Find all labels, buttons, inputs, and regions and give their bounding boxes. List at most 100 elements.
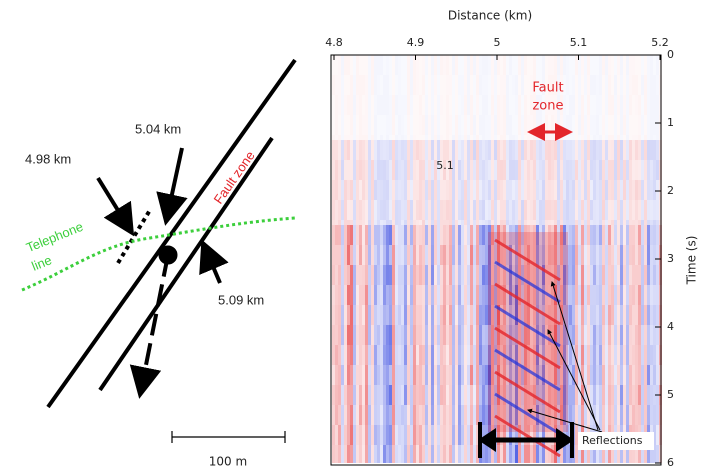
seismic-trace <box>431 245 434 265</box>
seismic-trace <box>530 75 533 95</box>
telephone-label: Telephone <box>24 219 85 255</box>
seismic-trace <box>578 135 581 140</box>
seismic-trace <box>587 285 590 305</box>
seismic-trace <box>398 305 401 325</box>
seismic-trace <box>467 265 470 285</box>
seismic-trace <box>524 115 527 135</box>
seismic-trace <box>653 75 656 95</box>
seismic-trace <box>545 445 548 463</box>
seismic-trace <box>503 245 506 265</box>
seismic-trace <box>341 345 344 365</box>
seismic-trace <box>428 160 431 180</box>
seismic-trace <box>563 265 566 285</box>
seismic-trace <box>410 180 413 200</box>
seismic-trace <box>431 425 434 445</box>
seismic-trace <box>371 95 374 115</box>
seismic-trace <box>614 140 617 160</box>
seismic-trace <box>524 200 527 220</box>
seismic-trace <box>359 75 362 95</box>
seismic-trace <box>347 160 350 180</box>
seismic-trace <box>389 385 392 405</box>
seismic-trace <box>572 115 575 135</box>
seismic-trace <box>584 135 587 140</box>
seismic-trace <box>569 220 572 225</box>
seismic-trace <box>338 385 341 405</box>
seismic-trace <box>590 405 593 425</box>
seismic-trace <box>527 75 530 95</box>
seismic-trace <box>479 55 482 75</box>
seismic-trace <box>434 425 437 445</box>
seismic-trace <box>368 200 371 220</box>
seismic-trace <box>401 345 404 365</box>
seismic-trace <box>440 445 443 463</box>
seismic-trace <box>545 200 548 220</box>
seismic-trace <box>608 140 611 160</box>
y-tick-label: 6 <box>667 456 674 469</box>
seismic-trace <box>575 345 578 365</box>
seismic-trace <box>368 385 371 405</box>
seismic-trace <box>410 55 413 75</box>
seismic-trace <box>419 135 422 140</box>
seismic-trace <box>461 345 464 365</box>
seismic-trace <box>359 445 362 463</box>
seismic-trace <box>644 200 647 220</box>
seismic-trace <box>566 200 569 220</box>
seismic-trace <box>617 95 620 115</box>
seismic-trace <box>578 160 581 180</box>
survey-point <box>158 245 178 265</box>
seismic-trace <box>641 405 644 425</box>
seismic-trace <box>470 365 473 385</box>
seismic-trace <box>545 245 548 265</box>
seismic-trace <box>647 135 650 140</box>
seismic-trace <box>422 55 425 75</box>
seismic-trace <box>647 445 650 463</box>
seismic-trace <box>503 55 506 75</box>
seismic-trace <box>617 325 620 345</box>
seismic-trace <box>554 160 557 180</box>
seismic-trace <box>635 180 638 200</box>
seismic-trace <box>398 200 401 220</box>
seismic-trace <box>653 140 656 160</box>
seismic-trace <box>389 365 392 385</box>
seismic-trace <box>587 135 590 140</box>
seismic-trace <box>575 245 578 265</box>
seismic-trace <box>452 220 455 225</box>
seismic-trace <box>440 345 443 365</box>
seismic-trace <box>638 95 641 115</box>
seismic-trace <box>353 140 356 160</box>
seismic-trace <box>521 75 524 95</box>
seismic-trace <box>428 115 431 135</box>
seismic-trace <box>596 140 599 160</box>
seismic-trace <box>518 200 521 220</box>
seismic-trace <box>395 305 398 325</box>
seismic-trace <box>425 95 428 115</box>
seismic-trace <box>494 220 497 225</box>
seismic-trace <box>611 365 614 385</box>
seismic-trace <box>416 305 419 325</box>
seismic-trace <box>425 200 428 220</box>
seismic-trace <box>503 225 506 245</box>
seismic-trace <box>569 325 572 345</box>
seismic-trace <box>620 55 623 75</box>
seismic-trace <box>434 385 437 405</box>
seismic-trace <box>464 200 467 220</box>
seismic-trace <box>578 200 581 220</box>
seismic-trace <box>470 445 473 463</box>
seismic-trace <box>419 245 422 265</box>
seismic-trace <box>653 265 656 285</box>
seismic-trace <box>614 220 617 225</box>
seismic-trace <box>449 160 452 180</box>
seismic-trace <box>509 225 512 245</box>
seismic-trace <box>353 445 356 463</box>
seismic-trace <box>461 95 464 115</box>
seismic-trace <box>656 305 659 325</box>
seismic-trace <box>365 365 368 385</box>
seismic-trace <box>557 265 560 285</box>
seismic-trace <box>365 265 368 285</box>
seismic-trace <box>401 135 404 140</box>
seismic-trace <box>404 285 407 305</box>
seismic-trace <box>347 305 350 325</box>
seismic-trace <box>470 285 473 305</box>
seismic-trace <box>455 305 458 325</box>
seismic-trace <box>377 55 380 75</box>
